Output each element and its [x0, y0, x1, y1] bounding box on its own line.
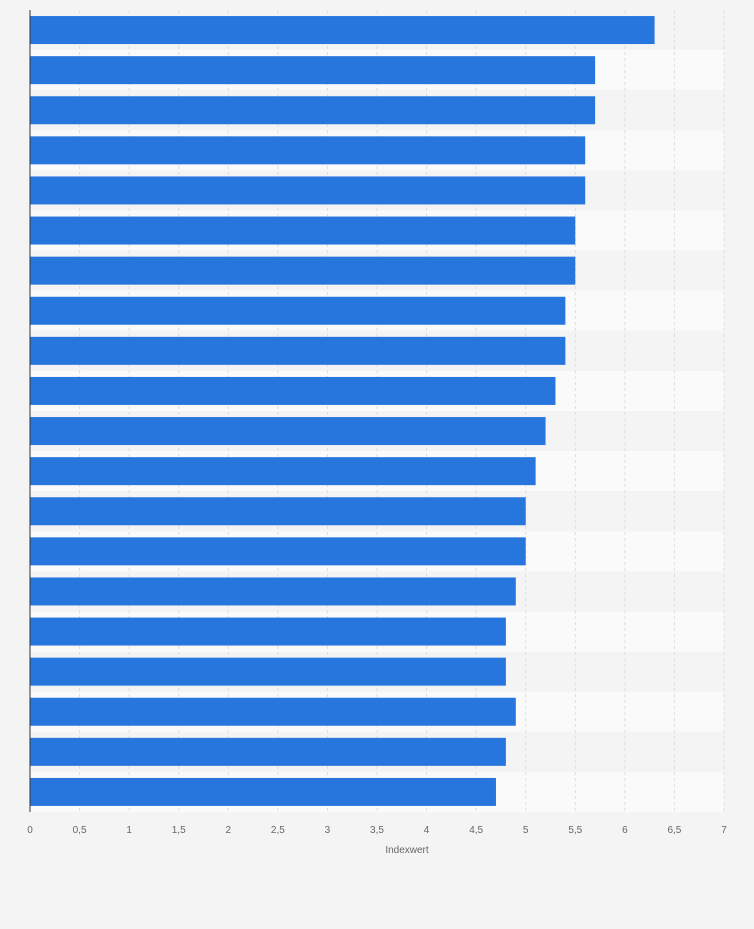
bar[interactable] [30, 457, 536, 486]
bar[interactable] [30, 497, 526, 526]
bar[interactable] [30, 336, 566, 365]
x-tick-label: 4,5 [469, 825, 483, 836]
x-tick-label: 0 [27, 825, 33, 836]
bar[interactable] [30, 16, 655, 45]
x-tick-label: 0,5 [73, 825, 87, 836]
x-tick-labels: 0 0,5 1 1,5 2 2,5 3 3,5 4 4,5 5 5,5 6 6,5 7 [27, 825, 727, 836]
bar[interactable] [30, 256, 576, 285]
x-tick-label: 3,5 [370, 825, 384, 836]
x-tick-label: 1 [126, 825, 132, 836]
x-axis-title: Indexwert [385, 845, 429, 856]
bar[interactable] [30, 176, 586, 205]
bar[interactable] [30, 216, 576, 245]
bar[interactable] [30, 136, 586, 165]
bar[interactable] [30, 697, 516, 726]
bar[interactable] [30, 617, 506, 646]
x-tick-label: 5 [523, 825, 529, 836]
bar[interactable] [30, 737, 506, 766]
bars [30, 16, 655, 806]
bar[interactable] [30, 657, 506, 686]
x-tick-label: 4 [424, 825, 430, 836]
bar[interactable] [30, 376, 556, 405]
x-tick-label: 6 [622, 825, 628, 836]
x-tick-label: 6,5 [667, 825, 681, 836]
x-tick-label: 3 [325, 825, 331, 836]
x-tick-label: 2,5 [271, 825, 285, 836]
bar[interactable] [30, 777, 496, 806]
bar[interactable] [30, 96, 596, 125]
x-tick-label: 2 [226, 825, 232, 836]
x-tick-label: 5,5 [568, 825, 582, 836]
bar[interactable] [30, 296, 566, 325]
bar[interactable] [30, 577, 516, 606]
bar[interactable] [30, 537, 526, 566]
x-tick-label: 7 [721, 825, 727, 836]
bar[interactable] [30, 417, 546, 446]
bar[interactable] [30, 56, 596, 85]
x-tick-label: 1,5 [172, 825, 186, 836]
